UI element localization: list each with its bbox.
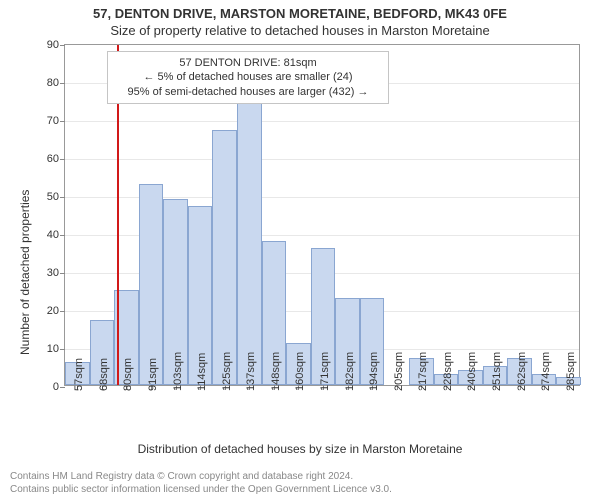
x-tick-label: 274sqm — [540, 352, 552, 391]
annotation-line-2: ← 5% of detached houses are smaller (24) — [116, 70, 380, 84]
x-tick-label: 228sqm — [442, 352, 454, 391]
x-tick-label: 148sqm — [270, 352, 282, 391]
histogram-bar — [237, 100, 262, 385]
x-tick-label: 171sqm — [319, 352, 331, 391]
x-tick-label: 217sqm — [417, 352, 429, 391]
y-tick-label: 40 — [47, 229, 65, 241]
x-tick-label: 114sqm — [196, 353, 208, 391]
x-tick-label: 80sqm — [122, 358, 134, 391]
x-tick-label: 240sqm — [466, 352, 478, 391]
x-tick-label: 57sqm — [73, 358, 85, 391]
y-tick-label: 70 — [47, 115, 65, 127]
footer-line-2: Contains public sector information licen… — [10, 484, 590, 497]
footer-line-1: Contains HM Land Registry data © Crown c… — [10, 471, 590, 484]
page-title: 57, DENTON DRIVE, MARSTON MORETAINE, BED… — [0, 6, 600, 23]
annotation-line-1: 57 DENTON DRIVE: 81sqm — [116, 56, 380, 70]
y-tick-label: 50 — [47, 191, 65, 203]
title-block: 57, DENTON DRIVE, MARSTON MORETAINE, BED… — [0, 0, 600, 40]
page-subtitle: Size of property relative to detached ho… — [0, 23, 600, 40]
footer-attribution: Contains HM Land Registry data © Crown c… — [0, 471, 600, 496]
x-tick-label: 262sqm — [516, 352, 528, 391]
x-tick-label: 137sqm — [245, 352, 257, 391]
x-tick-label: 194sqm — [368, 352, 380, 391]
y-tick-label: 60 — [47, 153, 65, 165]
y-tick-label: 10 — [47, 343, 65, 355]
annotation-box: 57 DENTON DRIVE: 81sqm← 5% of detached h… — [107, 51, 389, 104]
histogram-bar — [139, 184, 164, 385]
x-tick-label: 160sqm — [294, 352, 306, 391]
grid-line — [65, 121, 579, 122]
y-tick-label: 20 — [47, 305, 65, 317]
y-axis-label: Number of detached properties — [18, 190, 32, 355]
x-tick-label: 205sqm — [393, 352, 405, 391]
y-tick-label: 90 — [47, 39, 65, 51]
x-tick-label: 103sqm — [172, 352, 184, 391]
annotation-line-3: 95% of semi-detached houses are larger (… — [116, 85, 380, 99]
x-tick-label: 125sqm — [221, 352, 233, 391]
x-tick-label: 91sqm — [147, 358, 159, 391]
y-tick-label: 30 — [47, 267, 65, 279]
x-tick-label: 251sqm — [491, 352, 503, 391]
histogram-plot: 010203040506070809057sqm68sqm80sqm91sqm1… — [64, 44, 580, 386]
x-tick-label: 68sqm — [98, 358, 110, 391]
y-tick-label: 0 — [53, 381, 65, 393]
x-axis-label: Distribution of detached houses by size … — [0, 442, 600, 456]
x-tick-label: 285sqm — [565, 352, 577, 391]
x-tick-label: 182sqm — [344, 352, 356, 391]
y-tick-label: 80 — [47, 77, 65, 89]
histogram-bar — [212, 130, 237, 385]
grid-line — [65, 159, 579, 160]
